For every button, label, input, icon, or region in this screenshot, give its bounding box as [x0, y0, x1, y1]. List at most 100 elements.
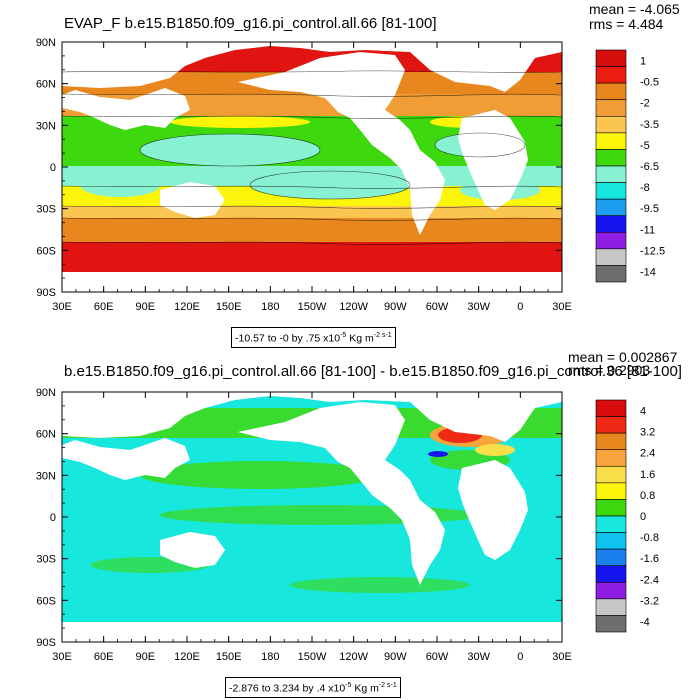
mean-stat: mean = 0.002867 — [568, 349, 678, 365]
contour-range-label: -10.57 to -0 by .75 x10-5 Kg m-2 s-1 — [231, 327, 396, 348]
colorbar-label: -0.5 — [640, 77, 659, 89]
colorbar-swatch — [595, 231, 627, 250]
colorbar-swatch — [595, 548, 627, 567]
lat-tick-label: 30N — [36, 470, 56, 482]
lat-ticks: 90N 60N 30N 0 30S 60S 90S — [36, 387, 562, 649]
colorbar-swatch — [595, 432, 627, 451]
lat-tick-label: 0 — [50, 512, 56, 524]
lon-tick-label: 180 — [261, 651, 279, 663]
field-layer — [62, 42, 562, 292]
colorbar-swatch — [595, 449, 627, 467]
colorbar-swatch — [595, 399, 627, 417]
colorbar-label: -1.6 — [640, 553, 659, 565]
colorbar-label: -11 — [640, 224, 655, 236]
lon-tick-label: 120W — [339, 651, 368, 663]
lon-tick-label: 30E — [552, 651, 572, 663]
colorbar-swatch — [595, 198, 627, 217]
lon-tick-label: 0 — [517, 651, 523, 663]
colorbar: 1 -0.5 -2 -3.5 -5 -6.5 -8 -9.5 -11 -12.5 -14 — [595, 49, 665, 283]
lon-tick-label: 30E — [52, 651, 72, 663]
range-unit-exp: -2 s-1 — [378, 682, 397, 689]
colorbar: 4 3.2 2.4 1.6 0.8 0 -0.8 -1.6 -2.4 -3.2 -4 — [595, 399, 659, 633]
map-title: EVAP_F b.e15.B1850.f09_g16.pi_control.al… — [64, 15, 437, 32]
colorbar-label: -3.2 — [640, 595, 659, 607]
range-unit: Kg m — [351, 682, 379, 695]
range-text: -2.876 to 3.234 by .4 x10 — [229, 682, 346, 695]
range-text: -10.57 to -0 by .75 x10 — [235, 332, 341, 345]
lon-tick-label: 150E — [216, 651, 242, 663]
lat-tick-label: 60S — [36, 595, 56, 607]
lat-tick-label: 30S — [36, 554, 56, 566]
colorbar-label: -4 — [640, 616, 650, 628]
colorbar-swatch — [595, 482, 627, 500]
lat-tick-label: 30S — [36, 204, 56, 216]
rms-stat: rms = 4.484 — [589, 16, 664, 32]
range-unit: Kg m — [346, 332, 374, 345]
colorbar-label: 0.8 — [640, 490, 655, 502]
colorbar-swatch — [595, 598, 627, 616]
lon-tick-label: 150W — [298, 651, 327, 663]
colorbar-swatch — [595, 515, 627, 533]
lat-tick-label: 0 — [50, 162, 56, 174]
lon-tick-label: 90E — [136, 301, 156, 313]
rms-stat: rms = 0.2903 — [568, 362, 651, 378]
colorbar-label: -12.5 — [640, 245, 665, 257]
colorbar-label: 4 — [640, 406, 646, 418]
map-panel-difference: b.e15.B1850.f09_g16.pi_control.all.66 [8… — [0, 350, 700, 700]
colorbar-swatch — [595, 182, 627, 200]
lon-tick-label: 120E — [174, 301, 200, 313]
lon-tick-label: 90W — [384, 651, 407, 663]
range-unit-exp: -2 s-1 — [373, 332, 392, 339]
lon-tick-label: 60W — [426, 651, 449, 663]
lon-tick-label: 60W — [426, 301, 449, 313]
lat-tick-label: 90S — [36, 637, 56, 649]
colorbar-swatch — [595, 416, 627, 434]
colorbar-swatch — [595, 115, 627, 134]
lon-tick-label: 120E — [174, 651, 200, 663]
colorbar-swatch — [595, 66, 627, 84]
colorbar-swatch — [595, 532, 627, 550]
lon-tick-label: 120W — [339, 301, 368, 313]
lon-ticks: 30E 60E 90E 120E 150E 180 150W 120W 90W 60W 30W 0 30… — [52, 42, 572, 313]
colorbar-label: 3.2 — [640, 427, 655, 439]
colorbar-label: -5 — [640, 140, 650, 152]
lat-tick-label: 60S — [36, 245, 56, 257]
lon-tick-label: 0 — [517, 301, 523, 313]
colorbar-label: 0 — [640, 511, 646, 523]
colorbar-label: -8 — [640, 182, 650, 194]
colorbar-swatch — [595, 132, 627, 150]
lon-tick-label: 30W — [467, 301, 490, 313]
lat-tick-label: 90N — [36, 37, 56, 49]
colorbar-swatch — [595, 165, 627, 183]
colorbar-swatch — [595, 99, 627, 117]
range-exp: -5 — [340, 332, 347, 339]
colorbar-label: -14 — [640, 266, 656, 278]
lon-tick-label: 30W — [467, 651, 490, 663]
lon-tick-label: 150E — [216, 301, 242, 313]
lon-tick-label: 150W — [298, 301, 327, 313]
colorbar-swatch — [595, 465, 627, 484]
map-panel-evap: EVAP_F b.e15.B1850.f09_g16.pi_control.al… — [36, 1, 680, 348]
lat-tick-label: 60N — [36, 79, 56, 91]
lon-tick-label: 90E — [136, 651, 156, 663]
colorbar-label: -3.5 — [640, 119, 659, 131]
colorbar-label: -9.5 — [640, 203, 659, 215]
lat-tick-label: 90S — [36, 287, 56, 299]
colorbar-label: 2.4 — [640, 448, 655, 460]
lat-tick-label: 90N — [36, 387, 56, 399]
lat-tick-label: 30N — [36, 120, 56, 132]
map-figure: 90N 60N 30N 0 30S 60S 90S 30E 60E 90E 120E 150E 180… — [36, 37, 665, 313]
lon-tick-label: 180 — [261, 301, 279, 313]
colorbar-swatch — [595, 49, 627, 67]
colorbar-label: -2.4 — [640, 574, 659, 586]
colorbar-swatch — [595, 215, 627, 233]
range-exp: -5 — [345, 682, 352, 689]
colorbar-swatch — [595, 248, 627, 266]
colorbar-swatch — [595, 565, 627, 583]
lon-tick-label: 60E — [94, 301, 114, 313]
map-title: b.e15.B1850.f09_g16.pi_control.all.66 [8… — [64, 363, 682, 380]
mean-stat: mean = -4.065 — [589, 1, 680, 17]
colorbar-swatch — [595, 581, 627, 600]
map-figure: 90N 60N 30N 0 30S 60S 90S 30E 60E 90E 120E 150E 180… — [36, 387, 659, 663]
colorbar-swatch — [595, 149, 627, 167]
